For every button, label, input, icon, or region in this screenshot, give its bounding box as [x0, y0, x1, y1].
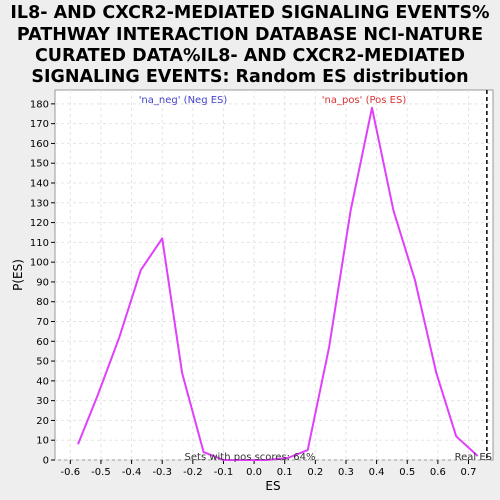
x-tick-label: -0.4	[122, 467, 142, 478]
pos-es-label: 'na_pos' (Pos ES)	[322, 95, 407, 106]
y-tick-label: 130	[30, 198, 49, 209]
y-tick-label: 50	[36, 357, 49, 368]
y-tick-label: 120	[30, 218, 49, 229]
chart-title-line-4: SIGNALING EVENTS: Random ES distribution	[31, 67, 468, 87]
x-tick-label: 0.4	[369, 467, 385, 478]
y-axis-label: P(ES)	[11, 259, 25, 291]
x-tick-label: 0.6	[430, 467, 446, 478]
y-tick-label: 100	[30, 258, 49, 269]
sets-pos-scores-text: Sets with pos scores: 64%	[185, 452, 316, 463]
x-tick-label: -0.6	[61, 467, 81, 478]
y-tick-label: 110	[30, 238, 49, 249]
y-tick-label: 180	[30, 99, 49, 110]
y-tick-label: 20	[36, 416, 49, 427]
y-tick-label: 80	[36, 297, 49, 308]
y-tick-label: 70	[36, 317, 49, 328]
x-axis-label: ES	[265, 479, 280, 493]
x-tick-label: -0.2	[183, 467, 203, 478]
x-tick-label: 0.1	[277, 467, 293, 478]
x-tick-label: -0.3	[152, 467, 172, 478]
y-tick-label: 140	[30, 178, 49, 189]
chart-title-line-1: IL8- AND CXCR2-MEDIATED SIGNALING EVENTS…	[10, 3, 489, 23]
y-axis-ticks: 0 10 20 30 40 50 60 70 80 90 100 110 120 130 140 150 160…	[30, 99, 55, 467]
neg-es-label: 'na_neg' (Neg ES)	[139, 95, 228, 106]
y-tick-label: 150	[30, 159, 49, 170]
es-series	[77, 106, 479, 461]
plot-area	[54, 89, 494, 461]
grid-lines	[55, 90, 493, 461]
chart-title-line-2: PATHWAY INTERACTION DATABASE NCI-NATURE	[17, 25, 483, 45]
y-tick-label: 60	[36, 337, 49, 348]
chart-title-line-3: CURATED DATA%IL8- AND CXCR2-MEDIATED	[35, 46, 465, 66]
real-es-text: Real ES	[455, 452, 492, 463]
x-tick-label: 0.5	[399, 467, 415, 478]
x-tick-label: 0.0	[246, 467, 262, 478]
x-tick-label: 0.7	[461, 467, 477, 478]
x-axis-ticks: -0.6 -0.5 -0.4 -0.3 -0.2 -0.1 0.0 0.1 0.2 0.3 0.4 0…	[61, 460, 477, 478]
x-tick-label: -0.1	[214, 467, 234, 478]
y-tick-label: 170	[30, 119, 49, 130]
y-tick-label: 30	[36, 396, 49, 407]
es-distribution-line	[77, 106, 479, 461]
y-tick-label: 160	[30, 139, 49, 150]
y-tick-label: 40	[36, 376, 49, 387]
x-tick-label: -0.5	[91, 467, 111, 478]
y-tick-label: 0	[43, 456, 49, 467]
y-tick-label: 10	[36, 436, 49, 447]
y-tick-label: 90	[36, 277, 49, 288]
x-tick-label: 0.2	[307, 467, 323, 478]
x-tick-label: 0.3	[338, 467, 354, 478]
